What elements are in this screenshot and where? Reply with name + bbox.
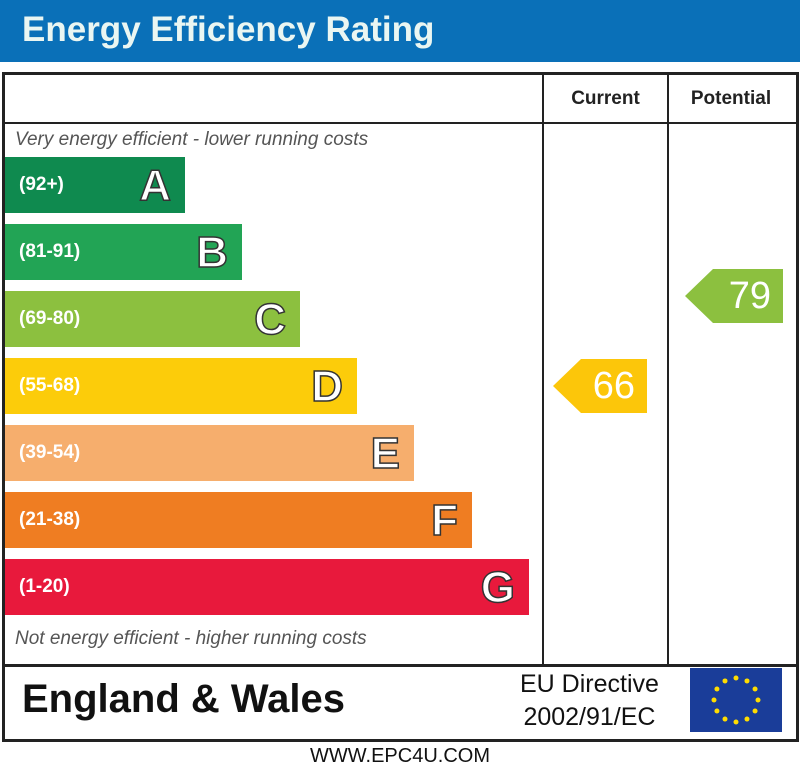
band-range: (39-54) <box>19 442 81 463</box>
eu-star <box>733 675 739 681</box>
column-divider <box>667 72 669 664</box>
band-bar-b: (81-91) B <box>5 224 242 280</box>
eu-star <box>733 719 739 725</box>
potential-rating-arrow: 79 <box>685 269 783 323</box>
eu-star <box>714 708 720 714</box>
eu-star <box>744 716 750 722</box>
directive-line-1: EU Directive <box>520 670 659 698</box>
band-letter: A <box>138 160 171 211</box>
eu-star <box>752 686 758 692</box>
eu-directive: EU Directive 2002/91/EC <box>520 668 659 734</box>
website-label: WWW.EPC4U.COM <box>310 745 490 767</box>
eu-star <box>722 716 728 722</box>
band-bar-f: (21-38) F <box>5 492 472 548</box>
band-range: (92+) <box>19 174 64 195</box>
band-range: (69-80) <box>19 308 81 329</box>
band-letter: B <box>195 227 228 278</box>
rating-table <box>2 72 799 667</box>
band-bar-d: (55-68) D <box>5 358 357 414</box>
potential-column-header: Potential <box>690 88 772 109</box>
eu-star <box>752 708 758 714</box>
current-column-header: Current <box>571 88 640 109</box>
current-rating-value: 66 <box>592 365 635 407</box>
region-label: England & Wales <box>22 677 346 721</box>
band-letter: G <box>480 562 516 613</box>
directive-line-2: 2002/91/EC <box>523 703 656 731</box>
band-bar-g: (1-20) G <box>5 559 529 615</box>
eu-star <box>744 678 750 684</box>
band-bar-c: (69-80) C <box>5 291 300 347</box>
band-letter: D <box>310 361 343 412</box>
band-range: (55-68) <box>19 375 81 396</box>
band-range: (81-91) <box>19 241 81 262</box>
potential-rating-value: 79 <box>728 275 771 317</box>
title-banner: Energy Efficiency Rating <box>0 0 800 62</box>
eu-star <box>722 678 728 684</box>
eu-star <box>714 686 720 692</box>
band-letter: E <box>370 428 401 479</box>
page-title: Energy Efficiency Rating <box>22 10 435 49</box>
band-letter: F <box>430 495 458 546</box>
band-letter: C <box>253 294 286 345</box>
eu-star <box>755 697 761 703</box>
band-bar-e: (39-54) E <box>5 425 414 481</box>
footer-box <box>2 661 799 742</box>
column-divider <box>542 72 544 664</box>
band-range: (21-38) <box>19 509 81 530</box>
header-divider <box>2 122 799 124</box>
eu-star <box>711 697 717 703</box>
band-range: (1-20) <box>19 576 70 597</box>
bottom-note: Not energy efficient - higher running co… <box>15 628 367 649</box>
eu-flag-icon <box>690 668 782 732</box>
top-note: Very energy efficient - lower running co… <box>15 129 369 150</box>
band-bar-a: (92+) A <box>5 157 185 213</box>
